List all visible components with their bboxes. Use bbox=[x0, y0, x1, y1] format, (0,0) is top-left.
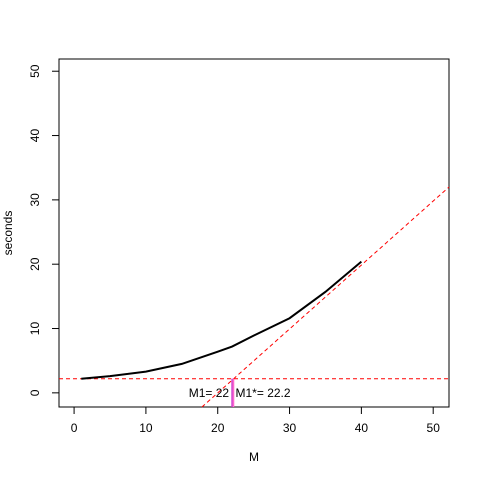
y-tick-label: 10 bbox=[28, 322, 42, 336]
x-tick-label: 30 bbox=[283, 421, 297, 435]
vline-label: M1= 22 bbox=[189, 386, 230, 400]
y-tick-label: 30 bbox=[28, 193, 42, 207]
y-tick-label: 20 bbox=[28, 257, 42, 271]
x-tick-label: 40 bbox=[355, 421, 369, 435]
y-axis-label: seconds bbox=[1, 211, 15, 256]
x-tick-label: 10 bbox=[139, 421, 153, 435]
x-tick-label: 50 bbox=[427, 421, 441, 435]
plot-box bbox=[58, 58, 450, 408]
x-tick-label: 0 bbox=[71, 421, 78, 435]
tangent-line bbox=[201, 186, 450, 408]
vline-label: M1*= 22.2 bbox=[236, 386, 291, 400]
y-tick-label: 40 bbox=[28, 129, 42, 143]
y-tick-label: 50 bbox=[28, 64, 42, 78]
x-axis-label: M bbox=[249, 450, 259, 464]
y-tick-label: 0 bbox=[28, 389, 42, 396]
x-tick-label: 20 bbox=[211, 421, 225, 435]
curve bbox=[81, 260, 363, 380]
